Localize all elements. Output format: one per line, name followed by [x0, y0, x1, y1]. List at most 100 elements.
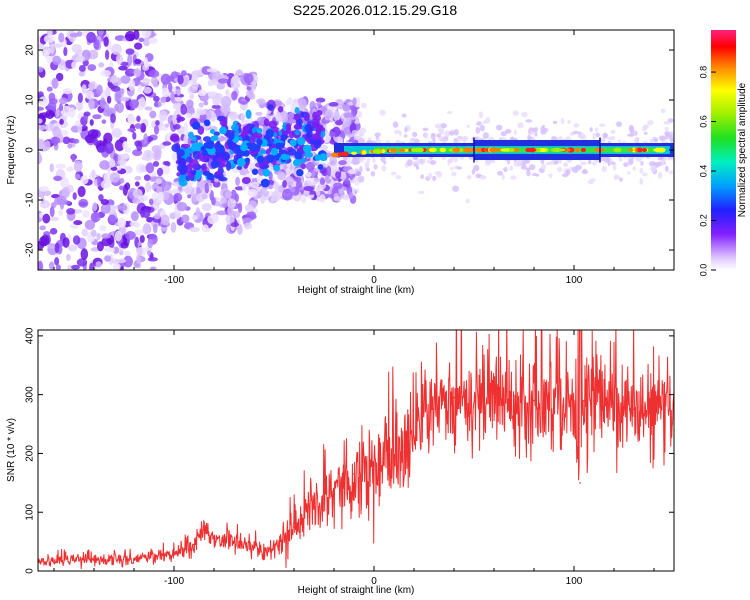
noise-blob: [303, 190, 310, 195]
signal-blob: [219, 118, 227, 126]
noise-blob: [148, 198, 154, 205]
noise-blob: [39, 225, 46, 231]
noise-blob: [598, 123, 606, 127]
noise-blob: [612, 163, 617, 171]
signal-blob: [236, 157, 246, 167]
noise-blob: [85, 90, 95, 100]
noise-blob: [60, 105, 72, 117]
noise-blob: [277, 171, 287, 181]
noise-blob: [115, 154, 127, 166]
noise-blob: [52, 55, 62, 66]
noise-blob: [62, 88, 72, 95]
noise-blob: [260, 194, 266, 204]
noise-blob: [141, 30, 152, 39]
noise-blob: [220, 197, 228, 204]
noise-blob: [627, 133, 635, 137]
signal-hotspot: [452, 147, 461, 153]
signal-blob: [305, 112, 310, 121]
noise-blob: [123, 255, 133, 268]
noise-blob: [170, 90, 175, 103]
noise-blob: [71, 153, 76, 163]
noise-blob: [217, 78, 229, 84]
noise-blob: [650, 164, 657, 172]
noise-blob: [339, 129, 344, 138]
noise-blob: [145, 181, 152, 193]
noise-blob: [180, 214, 190, 224]
noise-blob: [89, 262, 95, 270]
noise-blob: [66, 166, 74, 173]
snr-ytick-label: 300: [25, 386, 36, 403]
noise-blob: [216, 210, 228, 216]
noise-blob: [206, 110, 212, 121]
noise-blob: [307, 190, 317, 195]
noise-blob: [101, 233, 111, 239]
signal-blob: [294, 106, 300, 114]
noise-blob: [426, 159, 431, 164]
noise-blob: [38, 186, 50, 192]
noise-blob: [403, 134, 408, 138]
signal-blob: [228, 134, 235, 140]
noise-blob: [128, 79, 136, 92]
noise-blob: [614, 175, 621, 180]
snr-point: [433, 408, 435, 411]
signal-hotspot: [642, 147, 648, 153]
noise-blob: [315, 97, 326, 103]
snr-xtick-label: -100: [164, 576, 184, 587]
noise-blob: [189, 226, 200, 232]
noise-blob: [358, 175, 365, 183]
noise-blob: [134, 181, 140, 187]
noise-blob: [63, 46, 68, 57]
noise-blob: [134, 175, 142, 181]
noise-blob: [339, 172, 347, 180]
noise-blob: [141, 156, 148, 161]
snr-point: [573, 399, 575, 402]
signal-hotspot: [419, 147, 424, 153]
spectrogram-ytick-label: 0: [25, 147, 36, 153]
signal-blob: [209, 128, 215, 134]
noise-blob: [607, 159, 611, 167]
noise-blob: [465, 198, 470, 204]
noise-blob: [526, 167, 531, 172]
spectrogram-xtick-label: -100: [164, 275, 184, 286]
noise-blob: [143, 174, 151, 181]
signal-blob: [279, 142, 285, 149]
snr-point: [193, 543, 195, 546]
noise-blob: [562, 162, 569, 168]
noise-blob: [53, 175, 63, 181]
noise-blob: [117, 217, 127, 228]
noise-blob: [160, 96, 167, 103]
noise-blob: [664, 126, 669, 132]
spectrogram-ytick-label: -10: [25, 192, 36, 207]
noise-blob: [247, 188, 258, 197]
signal-blob: [270, 147, 279, 156]
noise-blob: [134, 123, 142, 129]
noise-blob: [473, 164, 480, 172]
noise-blob: [71, 44, 82, 53]
noise-blob: [89, 119, 94, 126]
noise-blob: [424, 132, 429, 139]
noise-blob: [392, 121, 399, 128]
signal-blob: [189, 158, 199, 168]
noise-blob: [164, 123, 170, 128]
noise-blob: [116, 165, 122, 171]
noise-blob: [142, 208, 151, 219]
noise-blob: [148, 37, 158, 45]
signal-blob: [171, 143, 181, 153]
signal-hotspot: [372, 149, 379, 154]
noise-blob: [69, 107, 76, 118]
noise-blob: [204, 182, 209, 194]
signal-hotspot: [538, 147, 547, 153]
noise-blob: [191, 81, 199, 90]
noise-blob: [41, 234, 50, 247]
noise-blob: [77, 92, 83, 103]
signal-blob: [251, 168, 259, 175]
noise-blob: [479, 124, 485, 132]
signal-hotspot: [429, 147, 437, 153]
noise-blob: [587, 159, 592, 165]
snr-point: [413, 435, 415, 437]
noise-blob: [372, 157, 376, 164]
noise-blob: [347, 169, 357, 175]
signal-blob: [294, 151, 303, 160]
noise-blob: [525, 119, 533, 123]
noise-blob: [628, 158, 634, 165]
